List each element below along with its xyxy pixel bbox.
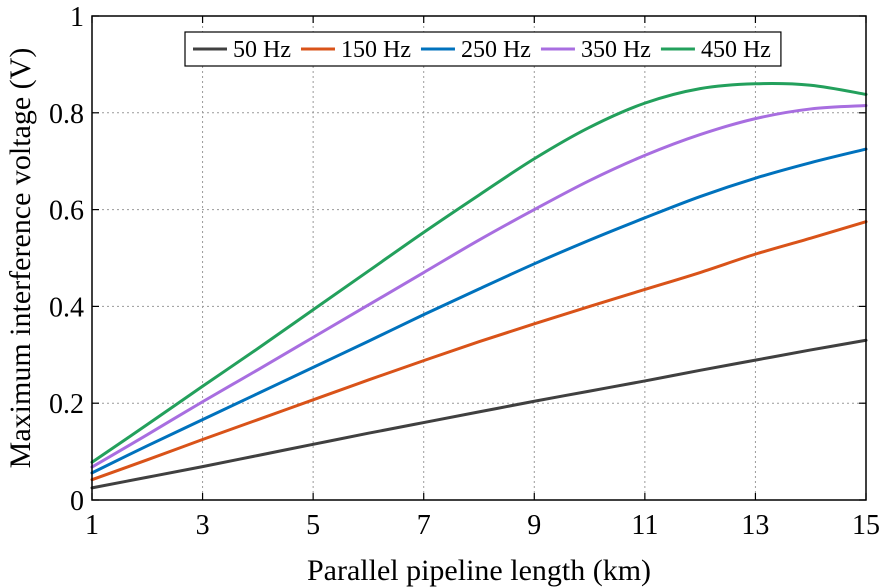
- legend-item-450-hz: 450 Hz: [660, 37, 771, 63]
- y-tick-label: 0.2: [49, 389, 84, 420]
- series-lines: [90, 82, 868, 490]
- x-tick-label: 9: [527, 510, 541, 541]
- legend-item-150-hz: 150 Hz: [300, 37, 411, 63]
- legend: 50 Hz 150 Hz 250 Hz 350 Hz 450 Hz: [184, 31, 782, 67]
- x-tick-label: 7: [417, 510, 431, 541]
- x-tick-label: 13: [741, 510, 769, 541]
- legend-label: 450 Hz: [701, 37, 771, 63]
- y-tick-label: 0.8: [49, 99, 84, 130]
- legend-label: 150 Hz: [341, 37, 411, 63]
- x-axis-ticks: 1 3 5 7 9 11 13 15: [85, 16, 880, 541]
- series-line-250-hz: [90, 147, 868, 475]
- x-tick-label: 1: [85, 510, 99, 541]
- x-tick-label: 11: [631, 510, 658, 541]
- legend-label: 250 Hz: [461, 37, 531, 63]
- x-tick-label: 3: [196, 510, 210, 541]
- legend-item-250-hz: 250 Hz: [420, 37, 531, 63]
- legend-label: 350 Hz: [581, 37, 651, 63]
- series-line-350-hz: [90, 104, 868, 469]
- legend-item-50-hz: 50 Hz: [193, 37, 291, 63]
- legend-label: 50 Hz: [233, 37, 291, 63]
- y-axis-label: Maximum interference voltage (V): [4, 48, 37, 469]
- series-line-450-hz: [90, 82, 868, 464]
- series-line-150-hz: [90, 220, 868, 482]
- y-tick-label: 0.6: [49, 196, 84, 227]
- series-line-50-hz: [90, 338, 868, 490]
- x-axis-label: Parallel pipeline length (km): [307, 554, 651, 587]
- y-tick-label: 1: [70, 2, 84, 33]
- y-axis-ticks: 0 0.2 0.4 0.6 0.8 1: [49, 2, 866, 517]
- y-tick-label: 0: [70, 486, 84, 517]
- plot-frame: [91, 15, 867, 501]
- y-tick-label: 0.4: [49, 292, 84, 323]
- x-tick-label: 15: [852, 510, 880, 541]
- x-tick-label: 5: [306, 510, 320, 541]
- legend-item-350-hz: 350 Hz: [540, 37, 651, 63]
- grid: [91, 15, 867, 501]
